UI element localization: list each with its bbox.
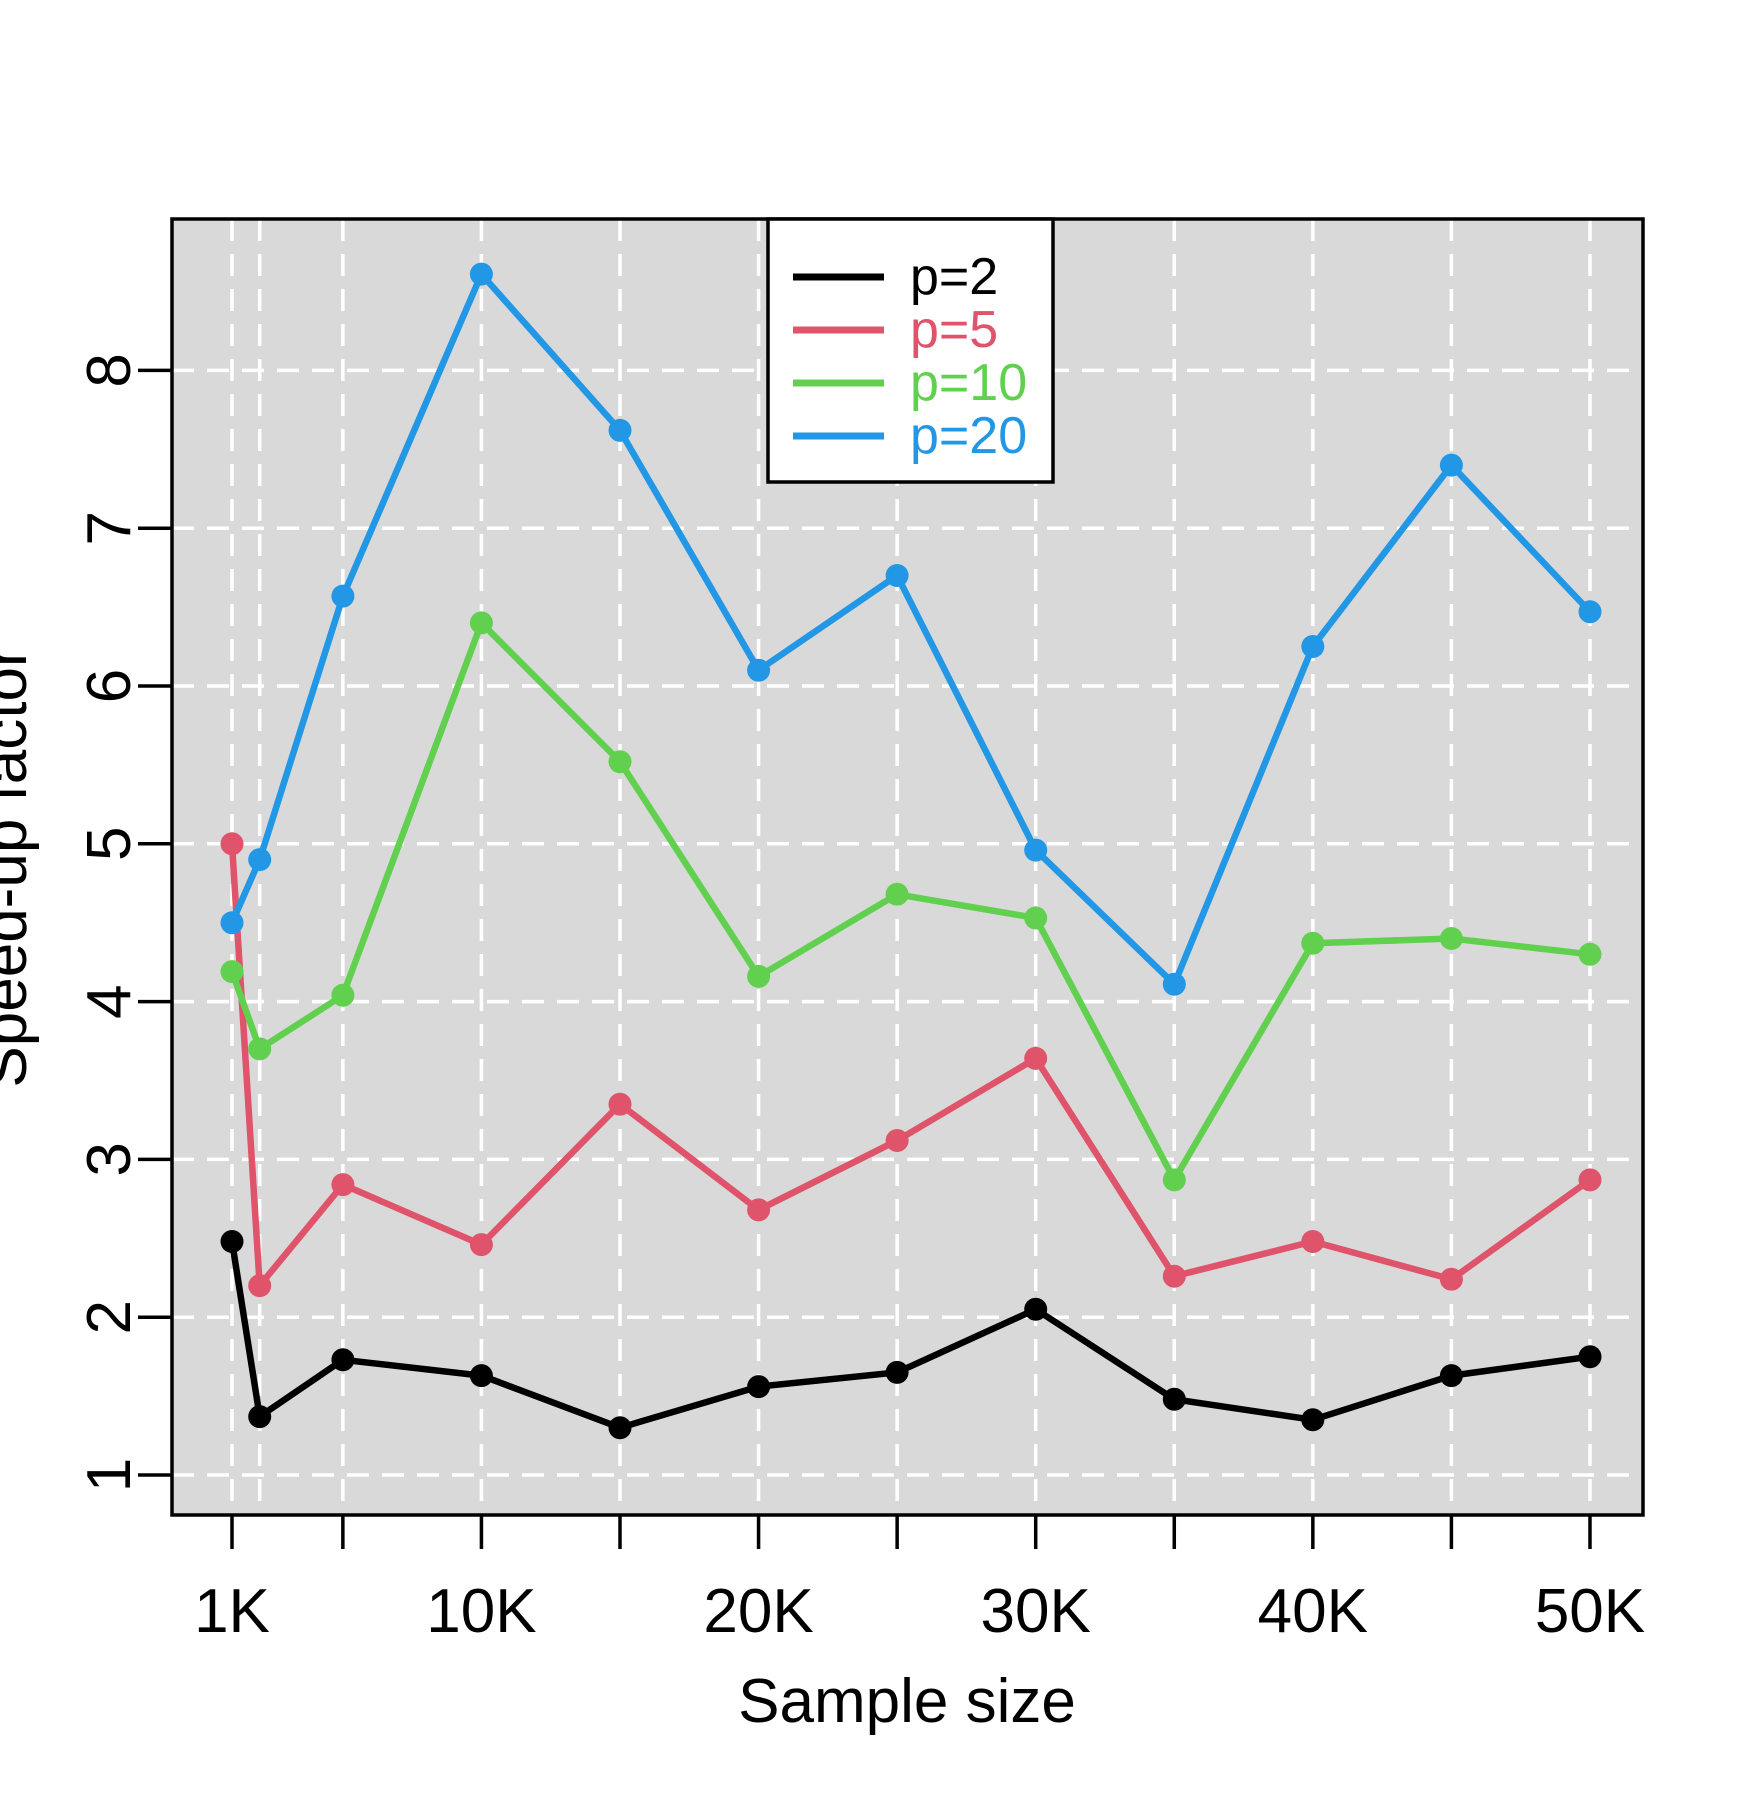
series-line-p=10 — [228, 619, 1591, 1184]
series-line-p=20 — [229, 270, 1593, 988]
series-point-p=2-35K — [1162, 1387, 1186, 1411]
series-point-p=5-15K — [608, 1092, 632, 1116]
series-point-p=2-20K — [747, 1375, 771, 1399]
legend-label-p=10: p=10 — [910, 354, 1027, 412]
series-point-p=5-50K — [1578, 1168, 1602, 1192]
series-point-p=2-30K — [1024, 1297, 1048, 1321]
y-tick-label-4: 4 — [75, 984, 144, 1018]
series-point-p=20-20K — [747, 658, 771, 682]
series-point-p=5-45K — [1439, 1267, 1463, 1291]
series-point-p=20-2K — [248, 848, 272, 872]
series-point-p=10-20K — [747, 964, 771, 988]
series-point-p=10-10K — [469, 611, 493, 635]
series-point-p=20-5K — [331, 584, 355, 608]
series-point-p=5-20K — [747, 1198, 771, 1222]
series-point-p=10-30K — [1024, 906, 1048, 930]
series-point-p=20-35K — [1162, 972, 1186, 996]
series-point-p=2-25K — [885, 1360, 909, 1384]
series-point-p=20-30K — [1024, 838, 1048, 862]
legend-label-p=5: p=5 — [910, 301, 998, 359]
y-tick-label-6: 6 — [75, 669, 144, 703]
x-tick-label-20K: 20K — [703, 1577, 813, 1646]
y-tick-label-2: 2 — [75, 1300, 144, 1334]
series-point-p=2-45K — [1439, 1364, 1463, 1388]
y-axis-title: Speed-up factor — [0, 646, 40, 1087]
series-point-p=20-10K — [469, 262, 493, 286]
series-point-p=2-2K — [248, 1405, 272, 1429]
series-p=2 — [220, 1230, 1602, 1440]
series-layer — [220, 262, 1602, 1440]
series-point-p=5-30K — [1024, 1046, 1048, 1070]
series-point-p=20-15K — [608, 418, 632, 442]
series-point-p=5-35K — [1162, 1264, 1186, 1288]
series-point-p=5-1K — [220, 832, 244, 856]
legend-entry-p=10: p=10 — [793, 354, 1027, 412]
y-tick-label-1: 1 — [75, 1458, 144, 1492]
series-point-p=2-50K — [1578, 1345, 1602, 1369]
legend: p=2p=5p=10p=20 — [766, 217, 1055, 484]
series-p=5 — [220, 832, 1602, 1298]
gridlines — [172, 219, 1643, 1515]
series-point-p=20-40K — [1301, 635, 1325, 658]
legend-label-p=20: p=20 — [910, 407, 1027, 465]
series-point-p=2-5K — [331, 1348, 355, 1372]
series-point-p=5-2K — [248, 1274, 272, 1298]
series-point-p=2-15K — [608, 1416, 632, 1440]
series-point-p=5-40K — [1301, 1230, 1325, 1253]
series-point-p=5-25K — [885, 1129, 909, 1152]
series-point-p=10-35K — [1162, 1168, 1186, 1192]
series-point-p=10-45K — [1439, 927, 1463, 950]
series-point-p=10-40K — [1301, 931, 1325, 955]
y-tick-label-8: 8 — [75, 353, 144, 387]
y-tick-label-5: 5 — [75, 827, 144, 861]
legend-entry-p=5: p=5 — [793, 301, 998, 359]
series-point-p=2-40K — [1301, 1408, 1325, 1432]
legend-entry-p=20: p=20 — [793, 407, 1027, 465]
series-point-p=2-10K — [469, 1364, 493, 1388]
series-point-p=10-15K — [608, 750, 632, 774]
x-tick-label-50K: 50K — [1535, 1577, 1645, 1646]
series-p=10 — [220, 611, 1602, 1192]
axis-ticks — [138, 368, 1592, 1549]
series-p=20 — [220, 262, 1602, 996]
series-point-p=10-1K — [220, 960, 244, 984]
x-tick-label-40K: 40K — [1258, 1577, 1368, 1646]
series-point-p=10-50K — [1578, 942, 1602, 966]
y-tick-label-7: 7 — [75, 511, 144, 545]
series-line-p=2 — [228, 1240, 1591, 1431]
y-tick-label-3: 3 — [75, 1142, 144, 1176]
x-tick-label-1K: 1K — [194, 1577, 270, 1646]
series-point-p=20-45K — [1439, 453, 1463, 477]
series-point-p=10-25K — [885, 882, 909, 906]
series-point-p=5-5K — [331, 1173, 355, 1197]
legend-box — [766, 217, 1055, 484]
series-point-p=20-1K — [220, 911, 244, 935]
series-point-p=2-1K — [220, 1230, 244, 1253]
series-point-p=20-50K — [1578, 600, 1602, 624]
series-point-p=5-10K — [469, 1233, 493, 1257]
x-tick-label-30K: 30K — [981, 1577, 1091, 1646]
axis-tick-labels: 1K 10K 20K 30K 40K 50K 1 2 3 4 5 6 7 8 — [75, 353, 1645, 1646]
series-point-p=20-25K — [885, 564, 909, 587]
x-tick-label-10K: 10K — [426, 1577, 536, 1646]
legend-entry-p=2: p=2 — [793, 248, 998, 306]
series-point-p=10-5K — [331, 983, 355, 1007]
series-line-p=5 — [228, 843, 1592, 1289]
x-axis-title: Sample size — [738, 1667, 1076, 1736]
legend-label-p=2: p=2 — [910, 248, 998, 306]
series-point-p=10-2K — [248, 1037, 272, 1061]
